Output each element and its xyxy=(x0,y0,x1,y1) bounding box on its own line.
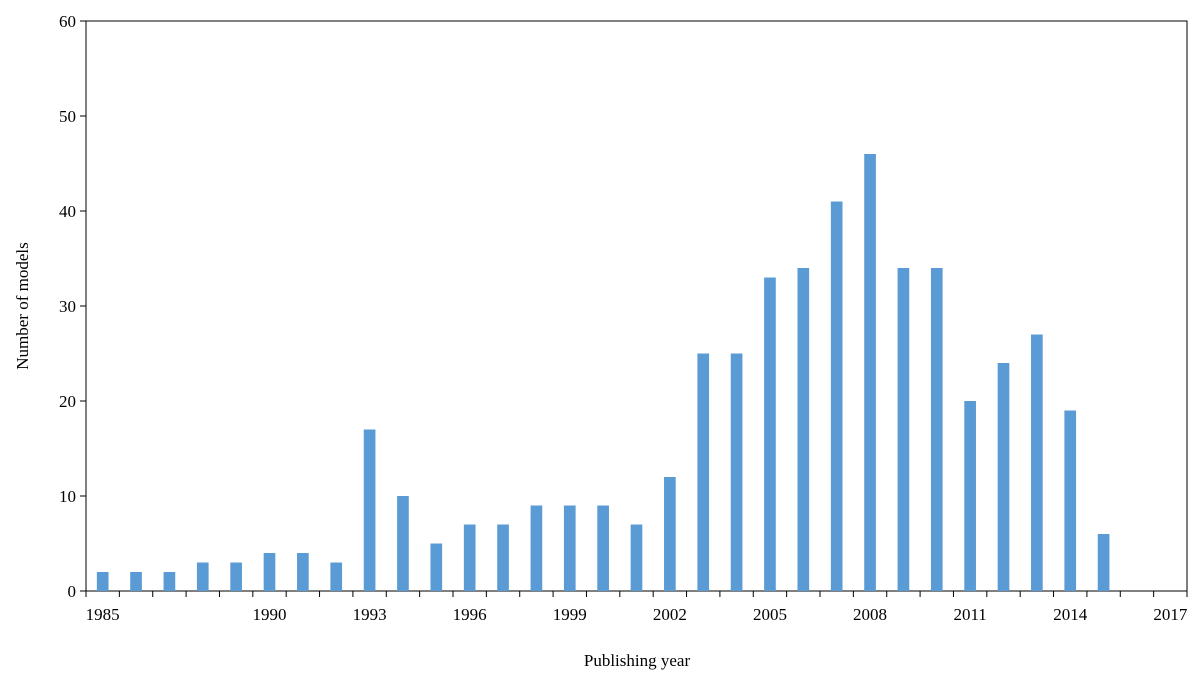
bar-2015 xyxy=(1097,534,1110,591)
bar-1998 xyxy=(530,505,543,591)
bar-2013 xyxy=(1031,334,1043,591)
bar-1997 xyxy=(497,524,509,591)
x-axis: 1985 1990 1993 1996 1999 2002 2005 2008 2011 2014… xyxy=(85,591,1188,624)
x-axis-title: Publishing year xyxy=(584,651,691,670)
bar-2012 xyxy=(997,363,1010,591)
y-tick-label: 50 xyxy=(59,107,76,126)
x-tick-label: 1996 xyxy=(453,605,487,624)
x-tick-label: 1993 xyxy=(353,605,387,624)
bar-1986 xyxy=(130,572,142,591)
x-tick-label: 2002 xyxy=(653,605,687,624)
bar-2006 xyxy=(797,268,810,591)
bar-2002 xyxy=(664,477,676,591)
bar-2003 xyxy=(697,353,710,591)
bar-2008 xyxy=(864,154,876,591)
y-tick-label: 0 xyxy=(68,582,77,601)
x-tick-label: 2014 xyxy=(1053,605,1088,624)
bar-2009 xyxy=(897,268,910,591)
y-tick-label: 20 xyxy=(59,392,76,411)
y-tick-label: 60 xyxy=(59,12,76,31)
plot-frame xyxy=(85,20,1188,592)
bar-2001 xyxy=(630,524,643,591)
bar-1996 xyxy=(463,524,476,591)
x-tick-label: 2008 xyxy=(853,605,887,624)
bar-1995 xyxy=(430,543,443,591)
y-axis-title: Number of models xyxy=(13,242,32,369)
bar-1994 xyxy=(397,496,409,591)
x-tick-label: 2005 xyxy=(753,605,787,624)
bar-2014 xyxy=(1064,410,1077,591)
bar-1999 xyxy=(563,505,576,591)
bars xyxy=(96,154,1110,591)
x-tick-label: 1999 xyxy=(553,605,587,624)
bar-2005 xyxy=(764,277,776,591)
bar-1985 xyxy=(96,572,109,591)
x-tick-label: 1990 xyxy=(253,605,287,624)
bar-1991 xyxy=(297,553,309,591)
y-tick-label: 40 xyxy=(59,202,76,221)
y-tick-label: 10 xyxy=(59,487,76,506)
bar-2000 xyxy=(597,505,609,591)
x-tick-label: 2017 xyxy=(1153,605,1188,624)
bar-1987 xyxy=(163,572,176,591)
bar-1990 xyxy=(263,553,276,591)
bar-2011 xyxy=(964,401,976,591)
bar-1989 xyxy=(230,562,242,591)
bar-2004 xyxy=(730,353,743,591)
bar-1993 xyxy=(363,429,376,591)
y-axis: 0 10 20 30 40 50 60 xyxy=(59,12,86,601)
bar-2010 xyxy=(930,268,943,591)
bar-2007 xyxy=(830,201,843,591)
y-tick-label: 30 xyxy=(59,297,76,316)
x-tick-label: 2011 xyxy=(953,605,986,624)
bar-1992 xyxy=(330,562,343,591)
x-tick-label: 1985 xyxy=(86,605,120,624)
bar-1988 xyxy=(196,562,209,591)
